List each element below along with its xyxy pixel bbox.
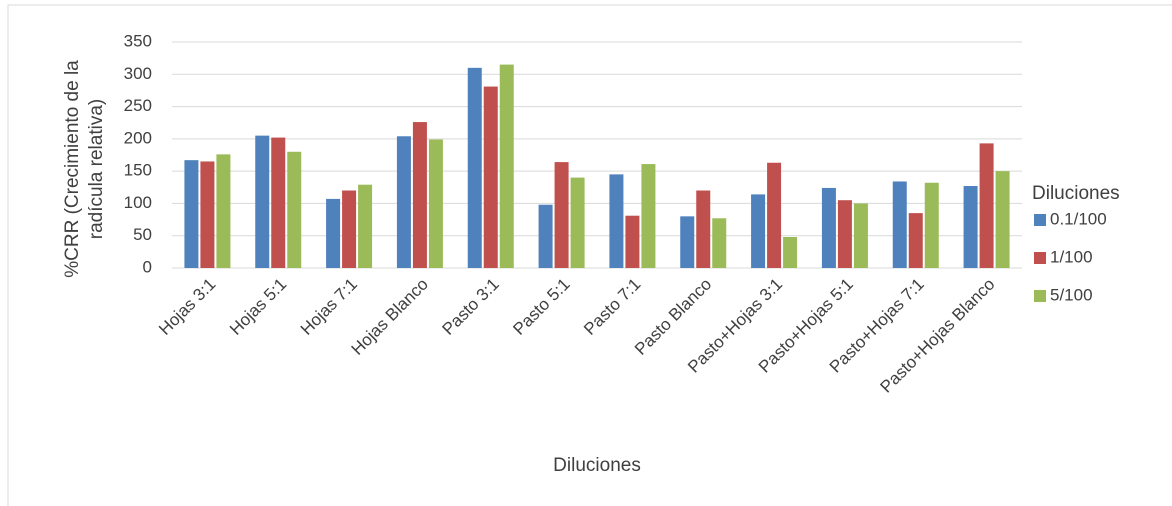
legend-title: Diluciones xyxy=(1032,183,1120,204)
bar xyxy=(609,174,624,268)
bar xyxy=(680,216,695,268)
bar xyxy=(342,190,357,268)
chart-border xyxy=(7,4,1172,506)
y-tick-label: 150 xyxy=(124,161,152,180)
bar xyxy=(396,136,411,268)
legend-swatch xyxy=(1034,290,1046,302)
bar xyxy=(412,122,427,268)
legend-label: 1/100 xyxy=(1050,247,1093,266)
y-tick-label: 350 xyxy=(124,31,152,50)
x-tick-label: Hojas 3:1 xyxy=(155,275,219,339)
bar xyxy=(499,64,514,268)
y-tick-label: 250 xyxy=(124,96,152,115)
bar xyxy=(358,184,373,268)
y-tick-label: 200 xyxy=(124,128,152,147)
bar xyxy=(712,218,727,268)
bar xyxy=(995,171,1010,268)
legend-swatch xyxy=(1034,214,1046,226)
legend-label: 0.1/100 xyxy=(1050,209,1107,228)
bar xyxy=(428,139,443,268)
bar xyxy=(641,164,656,268)
bar xyxy=(837,200,852,268)
bar xyxy=(554,162,569,268)
x-axis-title: Diluciones xyxy=(553,455,641,476)
y-axis-title: %CRR (Crecimiento de la radícula relativ… xyxy=(62,60,107,278)
bar xyxy=(783,237,798,268)
bar xyxy=(908,213,923,268)
bar xyxy=(767,162,782,268)
bar xyxy=(924,182,939,268)
bar xyxy=(696,190,711,268)
bar xyxy=(751,194,766,268)
bar xyxy=(821,187,836,268)
bar xyxy=(200,161,215,268)
bar xyxy=(892,181,907,268)
y-tick-label: 50 xyxy=(133,225,152,244)
y-tick-label: 0 xyxy=(143,257,152,276)
bar xyxy=(853,203,868,268)
bar xyxy=(570,177,585,268)
x-tick-label: Hojas 7:1 xyxy=(297,275,361,339)
bar xyxy=(963,185,978,268)
bar xyxy=(255,135,270,268)
y-tick-label: 100 xyxy=(124,193,152,212)
bar xyxy=(287,151,302,268)
legend-label: 5/100 xyxy=(1050,285,1093,304)
bar xyxy=(271,137,286,268)
bar xyxy=(467,67,482,268)
bar xyxy=(538,204,553,268)
bar xyxy=(326,198,341,268)
x-tick-label: Pasto 5:1 xyxy=(509,275,573,339)
y-tick-label: 300 xyxy=(124,64,152,83)
bar xyxy=(184,160,199,268)
x-tick-label: Pasto 3:1 xyxy=(439,275,503,339)
bar xyxy=(979,143,994,268)
bar xyxy=(625,215,640,268)
x-tick-label: Pasto 7:1 xyxy=(580,275,644,339)
bar xyxy=(483,86,498,268)
bar xyxy=(216,154,231,268)
x-tick-label: Hojas 5:1 xyxy=(226,275,290,339)
legend-swatch xyxy=(1034,252,1046,264)
